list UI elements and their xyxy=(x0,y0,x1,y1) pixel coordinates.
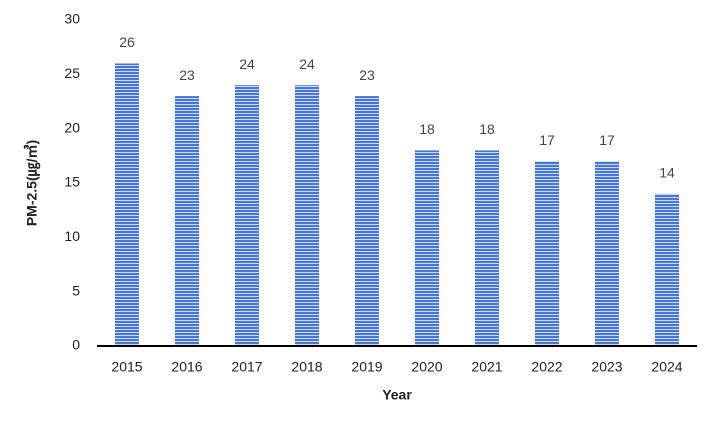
value-label: 24 xyxy=(239,56,255,72)
x-tick-label: 2020 xyxy=(411,359,442,375)
x-tick-label: 2018 xyxy=(291,359,322,375)
value-label: 23 xyxy=(179,67,195,83)
x-tick-label: 2024 xyxy=(651,359,682,375)
bar xyxy=(415,150,439,346)
x-tick-label: 2015 xyxy=(111,359,142,375)
x-tick-label: 2019 xyxy=(351,359,382,375)
y-tick-label: 10 xyxy=(64,228,80,244)
value-label: 17 xyxy=(539,132,555,148)
y-tick-label: 0 xyxy=(72,337,80,353)
y-tick-label: 5 xyxy=(72,282,80,298)
y-tick-label: 20 xyxy=(64,119,80,135)
x-tick-label: 2017 xyxy=(231,359,262,375)
bar xyxy=(355,96,379,346)
value-label: 26 xyxy=(119,34,135,50)
bar xyxy=(595,161,619,346)
value-label: 23 xyxy=(359,67,375,83)
x-tick-label: 2023 xyxy=(591,359,622,375)
y-tick-label: 25 xyxy=(64,65,80,81)
value-label: 14 xyxy=(659,165,675,181)
x-axis-label: Year xyxy=(382,387,412,403)
bar xyxy=(475,150,499,346)
value-label: 24 xyxy=(299,56,315,72)
x-tick-label: 2022 xyxy=(531,359,562,375)
value-label: 17 xyxy=(599,132,615,148)
bar xyxy=(235,85,259,346)
x-tick-label: 2021 xyxy=(471,359,502,375)
y-tick-label: 30 xyxy=(64,11,80,27)
y-tick-label: 15 xyxy=(64,174,80,190)
bar xyxy=(295,85,319,346)
bar xyxy=(175,96,199,346)
value-label: 18 xyxy=(479,121,495,137)
y-axis-label: PM-2.5(㎍/㎥) xyxy=(24,140,42,226)
x-tick-label: 2016 xyxy=(171,359,202,375)
bar xyxy=(535,161,559,346)
bar xyxy=(115,63,139,346)
bar xyxy=(655,193,679,346)
value-label: 18 xyxy=(419,121,435,137)
